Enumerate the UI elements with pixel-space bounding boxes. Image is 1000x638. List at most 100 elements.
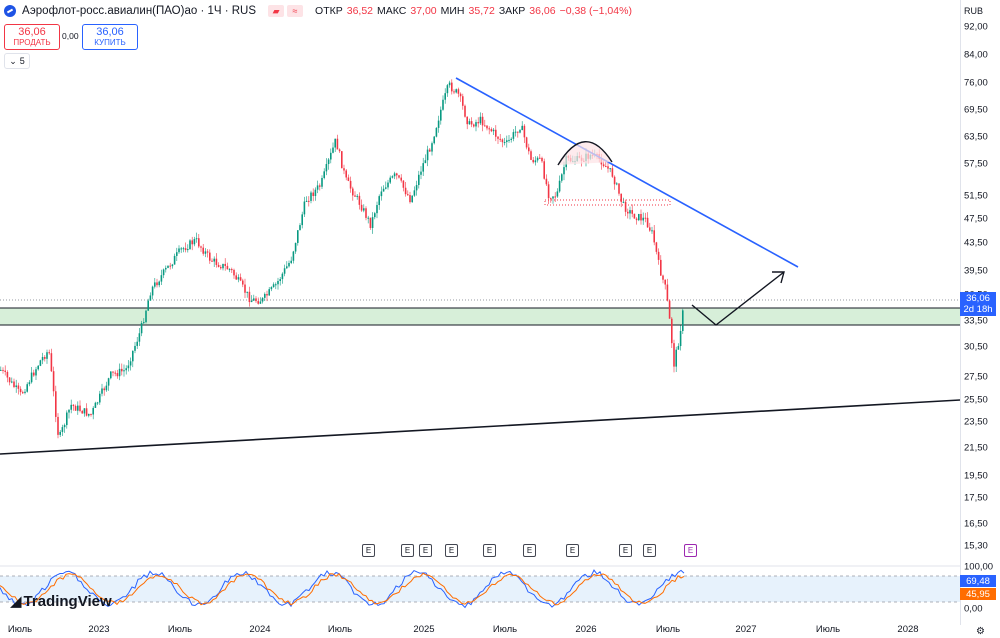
candle-body	[195, 238, 198, 240]
candle-body	[176, 252, 178, 256]
buy-price: 36,06	[96, 26, 124, 38]
price-tick: 76,00	[964, 77, 988, 89]
time-tick: 2027	[735, 624, 757, 635]
event-marker[interactable]: E	[401, 544, 414, 557]
candle-body	[492, 129, 495, 132]
candle-body	[193, 239, 196, 245]
candle-body	[433, 136, 435, 144]
gear-icon[interactable]: ⚙	[976, 626, 985, 637]
candle-body	[41, 357, 44, 361]
candle-body	[429, 149, 431, 152]
candle-body	[402, 180, 405, 188]
event-marker[interactable]: E	[643, 544, 656, 557]
indicators-toggle-button[interactable]: ⌄ 5	[4, 53, 30, 69]
candle-body	[173, 255, 176, 265]
top-arc[interactable]	[557, 141, 613, 166]
candle-body	[671, 318, 673, 344]
event-marker[interactable]: E	[684, 544, 697, 557]
compare-icon[interactable]: ≈	[287, 5, 304, 17]
candle-body	[33, 372, 35, 376]
event-marker[interactable]: E	[619, 544, 632, 557]
candle-body	[156, 282, 158, 286]
candle-body	[541, 157, 543, 162]
candle-body	[297, 230, 299, 243]
candle-body	[523, 125, 526, 138]
candle-body	[125, 368, 127, 371]
candle-body	[649, 227, 651, 231]
candle-body	[457, 89, 460, 94]
candle-body	[206, 251, 209, 253]
candle-body	[83, 408, 86, 414]
ohlc-high-value: 37,00	[410, 5, 437, 17]
candlesticks	[0, 79, 684, 439]
candle-body	[101, 388, 103, 394]
chevron-down-icon: ⌄	[9, 55, 17, 66]
event-marker[interactable]: E	[523, 544, 536, 557]
candle-body	[561, 174, 563, 181]
candle-body	[679, 330, 682, 347]
candle-body	[211, 260, 213, 262]
candle-body	[19, 388, 22, 393]
price-tick: 47,50	[964, 213, 988, 225]
candle-body	[341, 151, 343, 169]
candle-body	[451, 82, 453, 92]
candle-body	[547, 184, 550, 199]
candle-body	[154, 282, 156, 287]
candle-body	[314, 189, 317, 197]
candle-body	[510, 138, 512, 140]
candle-body	[136, 341, 138, 346]
candle-body	[552, 196, 554, 199]
flag-icon[interactable]: ▰	[268, 5, 285, 17]
candle-body	[644, 217, 647, 219]
candle-body	[253, 298, 255, 301]
ascending-trendline[interactable]	[0, 399, 960, 455]
sell-button[interactable]: 36,06 ПРОДАТЬ	[4, 24, 60, 50]
descending-trendline[interactable]	[455, 77, 799, 268]
candle-body	[398, 175, 400, 178]
event-marker[interactable]: E	[483, 544, 496, 557]
candle-body	[316, 185, 319, 190]
buy-label: КУПИТЬ	[94, 38, 126, 47]
forecast-path[interactable]	[691, 271, 785, 326]
candle-body	[99, 393, 101, 403]
candle-body	[611, 168, 614, 177]
candle-body	[352, 188, 354, 196]
currency-label[interactable]: RUB	[964, 6, 984, 16]
candle-body	[664, 279, 666, 285]
candle-body	[110, 371, 112, 379]
sell-price: 36,06	[18, 26, 46, 38]
candle-body	[213, 258, 215, 262]
ohlc-open-key: ОТКР	[315, 5, 343, 17]
event-marker[interactable]: E	[362, 544, 375, 557]
candle-body	[81, 410, 83, 414]
candle-body	[217, 264, 220, 267]
candle-body	[473, 124, 475, 127]
event-marker[interactable]: E	[419, 544, 432, 557]
candle-body	[277, 280, 279, 285]
symbol-title[interactable]: Аэрофлот-росс.авиалин(ПАО)ао · 1Ч · RUS	[22, 5, 257, 17]
candle-body	[184, 248, 187, 251]
resistance-band	[544, 199, 671, 206]
price-chart-canvas[interactable]	[0, 0, 960, 625]
tradingview-logo[interactable]: ◢ TradingView	[10, 592, 112, 611]
candle-body	[222, 263, 224, 269]
event-marker[interactable]: E	[566, 544, 579, 557]
buy-button[interactable]: 36,06 КУПИТЬ	[82, 24, 138, 50]
candle-body	[602, 164, 605, 167]
candle-body	[103, 388, 105, 391]
candle-body	[327, 159, 330, 165]
candle-body	[673, 343, 675, 367]
candle-body	[204, 251, 207, 254]
candle-body	[63, 425, 66, 428]
candle-body	[257, 301, 259, 304]
candle-body	[629, 210, 631, 214]
candle-body	[74, 406, 77, 411]
candle-body	[250, 300, 253, 303]
candle-body	[77, 405, 79, 411]
event-marker[interactable]: E	[445, 544, 458, 557]
candle-body	[464, 105, 466, 117]
candle-body	[543, 161, 545, 179]
candle-body	[360, 204, 363, 211]
candle-body	[147, 300, 149, 311]
time-tick: Июль	[815, 624, 841, 635]
